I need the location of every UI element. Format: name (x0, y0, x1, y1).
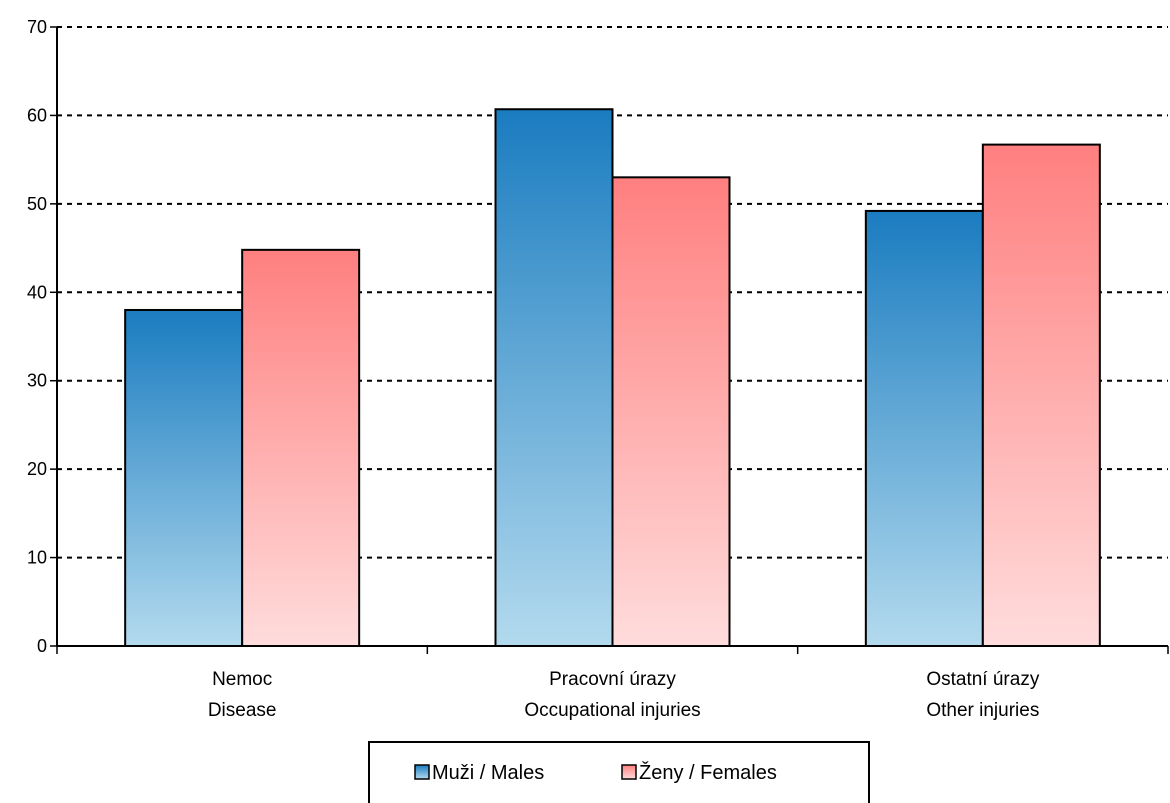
x-tick-label: Disease (208, 700, 277, 721)
y-tick-label: 40 (27, 282, 47, 302)
legend-label: Ženy / Females (639, 761, 777, 784)
y-tick-label: 60 (27, 105, 47, 125)
x-tick-label: Occupational injuries (524, 700, 700, 721)
y-tick-label: 30 (27, 371, 47, 391)
x-tick-label: Nemoc (212, 669, 272, 690)
x-tick-label: Ostatní úrazy (926, 669, 1039, 690)
bar (241, 248, 361, 647)
legend-box (368, 741, 870, 803)
y-tick-label: 10 (27, 548, 47, 568)
legend-swatch (414, 764, 430, 780)
x-tick-label: Pracovní úrazy (549, 669, 676, 690)
legend: Muži / Males Ženy / Females (368, 741, 870, 803)
bars (124, 108, 1101, 648)
bar (124, 308, 244, 647)
bar (981, 143, 1101, 648)
bar (864, 209, 984, 647)
y-tick-label: 0 (37, 636, 47, 656)
bar (494, 108, 614, 647)
legend-swatch (621, 764, 637, 780)
y-tick-label: 50 (27, 194, 47, 214)
y-tick-label: 20 (27, 459, 47, 479)
bar (611, 176, 731, 647)
axes: 0 10 20 30 40 50 60 70 Nemoc Disease Pracovní úraz… (27, 17, 1169, 721)
y-tick-label: 70 (27, 17, 47, 37)
x-tick-label: Other injuries (926, 700, 1039, 721)
legend-label: Muži / Males (432, 762, 544, 784)
